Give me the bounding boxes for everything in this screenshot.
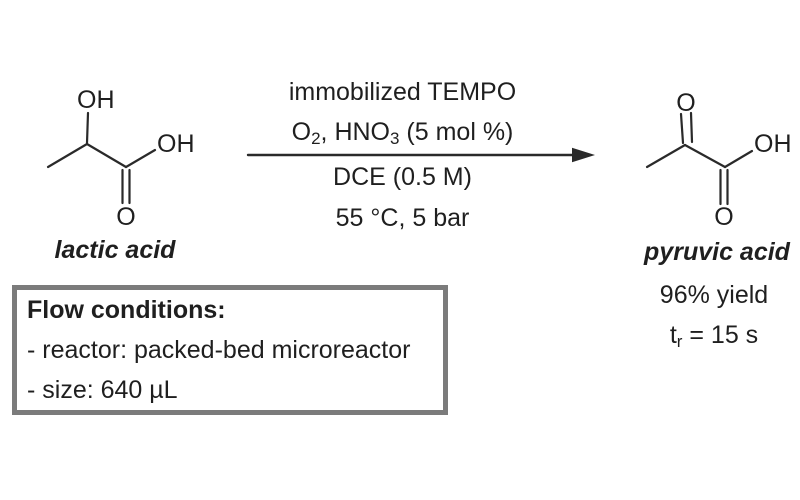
atom-label-o-ketone: O [676, 89, 695, 117]
condition-oxidant: O2, HNO3 (5 mol %) [230, 119, 575, 152]
pyruvic-acid-structure: O OH O [645, 89, 792, 230]
condition-oxidant-sub: 2 [311, 129, 321, 149]
lactic-acid-structure: OH OH O [46, 86, 195, 230]
product-name: pyruvic acid [644, 238, 790, 266]
residence-time-base: t [669, 321, 677, 349]
bond-c2-methyl [46, 142, 89, 169]
bond-c1-oh [124, 148, 157, 169]
lactic-acid-bonds [46, 111, 157, 205]
bond-c2-c1 [85, 142, 128, 169]
bond-ketone-o-double-a [679, 112, 685, 145]
residence-time-value: = 15 s [682, 321, 759, 349]
flow-conditions-box: Flow conditions: - reactor: packed-bed m… [12, 285, 448, 415]
flow-conditions-title: Flow conditions: [27, 296, 226, 324]
atom-label-oh-acid: OH [157, 130, 195, 158]
atom-label-o-carbonyl: O [116, 203, 135, 230]
bond-c2-methyl [645, 143, 687, 169]
arrow-head [572, 147, 595, 163]
bond-c1-oh [723, 149, 754, 169]
atom-label-oh-top: OH [77, 86, 115, 114]
atom-label-oh-acid: OH [754, 130, 792, 158]
condition-oxidant-part: O [291, 118, 312, 146]
flow-conditions-reactor: - reactor: packed-bed microreactor [27, 336, 411, 364]
residence-time-text: tr = 15 s [614, 321, 800, 352]
bond-c2-c1 [683, 143, 727, 169]
atom-label-o-carbonyl: O [714, 203, 733, 230]
bond-c2-oh [85, 111, 90, 145]
pyruvic-acid-bonds [645, 111, 754, 206]
condition-temperature-pressure: 55 °C, 5 bar [335, 204, 470, 232]
bond-ketone-o-double-b [689, 111, 694, 144]
yield-text: 96% yield [659, 281, 769, 309]
condition-oxidant-part: , HNO [320, 118, 390, 146]
condition-solvent: DCE (0.5 M) [333, 163, 472, 191]
reactant-name: lactic acid [54, 236, 176, 264]
residence-time-sub: r [676, 332, 683, 352]
condition-oxidant-sub: 3 [390, 129, 400, 149]
condition-oxidant-part: (5 mol %) [399, 118, 514, 146]
condition-catalyst: immobilized TEMPO [288, 78, 517, 106]
flow-conditions-size: - size: 640 µL [27, 376, 178, 404]
reaction-arrow [246, 147, 595, 163]
